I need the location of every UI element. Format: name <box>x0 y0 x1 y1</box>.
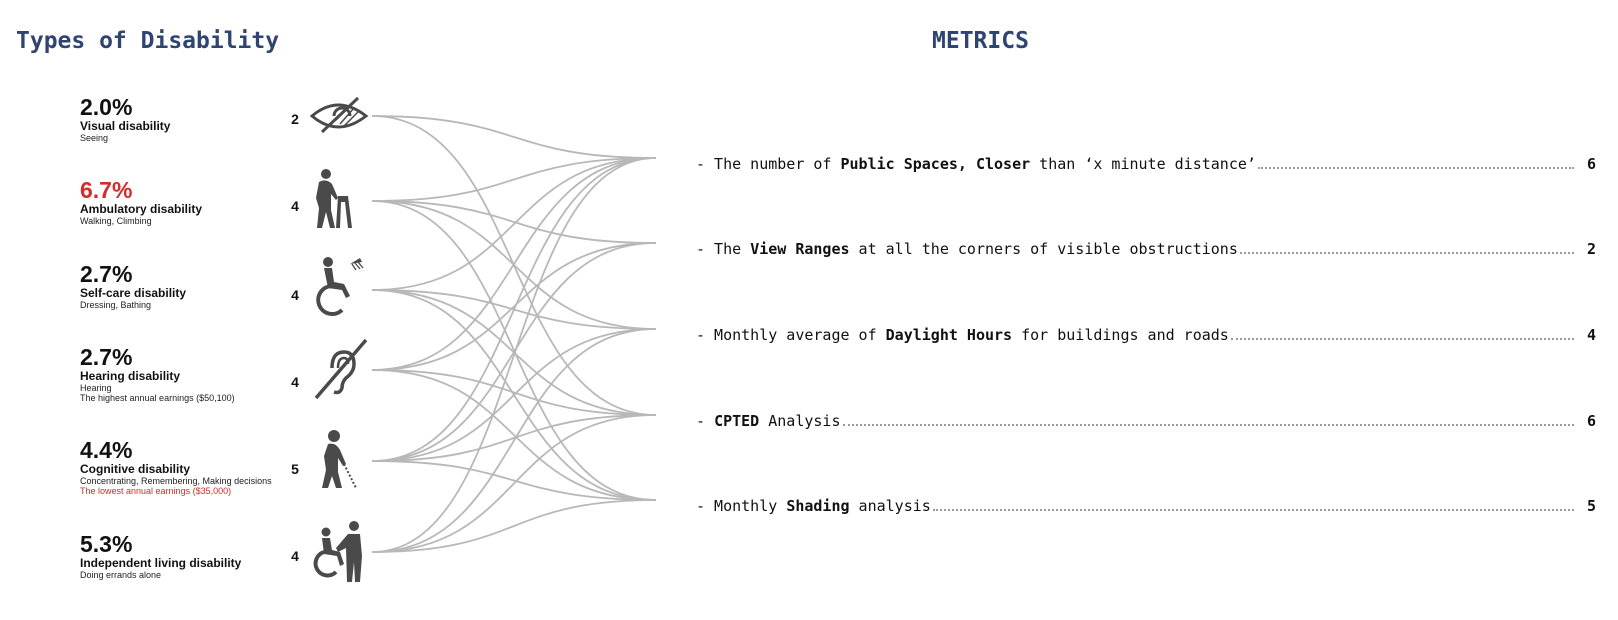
type-count: 4 <box>291 287 299 303</box>
type-percent: 2.7% <box>80 261 133 287</box>
metric-row: - Monthly Shading analysis 5 <box>696 497 1596 517</box>
metric-prefix: - Monthly average of <box>696 326 886 344</box>
type-independent-living: 5.3% Independent living disability Doing… <box>80 532 241 580</box>
type-subtext-earnings: The lowest annual earnings ($35,000) <box>80 486 232 496</box>
type-percent: 2.7% <box>80 344 133 370</box>
assisted-person-icon <box>313 521 362 582</box>
connection-line <box>371 369 657 416</box>
type-self-care: 2.7% Self-care disability Dressing, Bath… <box>80 262 186 310</box>
type-subtext: Seeing <box>80 133 109 143</box>
type-name: Cognitive disability <box>80 462 191 476</box>
type-percent: 2.0% <box>80 94 133 120</box>
connection-line <box>371 157 657 553</box>
type-percent: 4.4% <box>80 437 133 463</box>
type-name: Ambulatory disability <box>80 202 203 216</box>
type-name: Hearing disability <box>80 369 181 383</box>
connection-line <box>371 157 657 291</box>
metric-keyword: CPTED <box>714 412 760 430</box>
metric-count: 5 <box>1586 497 1596 515</box>
type-count: 4 <box>291 548 299 564</box>
metric-count: 2 <box>1586 240 1596 258</box>
connection-line <box>371 414 657 553</box>
type-count: 2 <box>291 111 299 127</box>
connection-line <box>371 115 657 159</box>
connection-line <box>371 328 657 462</box>
walker-person-icon <box>316 169 352 228</box>
type-hearing: 2.7% Hearing disability Hearing The high… <box>80 345 235 403</box>
metric-count: 6 <box>1586 412 1596 430</box>
connection-line <box>371 242 657 371</box>
connection-line <box>371 369 657 501</box>
type-percent: 6.7% <box>80 177 133 203</box>
type-visual: 2.0% Visual disability Seeing <box>80 95 170 143</box>
connection-line <box>371 242 657 462</box>
connection-line <box>371 157 657 462</box>
metric-count: 6 <box>1586 155 1596 173</box>
type-subtext: The highest annual earnings ($50,100) <box>80 393 235 403</box>
type-subtext: Walking, Climbing <box>80 216 152 226</box>
dotted-leader <box>1257 155 1574 169</box>
type-count: 4 <box>291 374 299 390</box>
metric-keyword: Shading <box>786 497 850 515</box>
type-subtext: Concentrating, Remembering, Making decis… <box>80 476 272 486</box>
dotted-leader <box>932 497 1574 511</box>
dotted-leader <box>1239 240 1574 254</box>
type-percent: 5.3% <box>80 531 133 557</box>
metric-prefix: - The number of <box>696 155 841 173</box>
metric-row: - Monthly average of Daylight Hours for … <box>696 326 1596 346</box>
connection-line <box>371 200 657 244</box>
type-name: Visual disability <box>80 119 171 133</box>
cane-person-icon <box>322 430 357 488</box>
metric-keyword: Daylight Hours <box>885 326 1013 344</box>
metric-row: - CPTED Analysis 6 <box>696 412 1596 432</box>
metric-suffix: Analysis <box>759 412 841 430</box>
type-count: 4 <box>291 198 299 214</box>
type-subtext: Dressing, Bathing <box>80 300 152 310</box>
eye-slash-icon <box>310 96 369 134</box>
type-ambulatory: 6.7% Ambulatory disability Walking, Clim… <box>80 178 202 226</box>
metric-suffix: than ‘x minute distance’ <box>1030 155 1256 173</box>
connection-line <box>371 328 657 553</box>
type-subtext: Hearing <box>80 383 112 393</box>
type-cognitive: 4.4% Cognitive disability Concentrating,… <box>80 438 272 496</box>
metric-keyword: View Ranges <box>750 240 850 258</box>
metric-suffix: analysis <box>849 497 931 515</box>
metric-row: - The View Ranges at all the corners of … <box>696 240 1596 260</box>
metric-suffix: at all the corners of visible obstructio… <box>849 240 1238 258</box>
metric-row: - The number of Public Spaces, Closer th… <box>696 155 1596 175</box>
connection-line <box>371 460 657 501</box>
type-name: Independent living disability <box>80 556 242 570</box>
connection-line <box>371 414 657 462</box>
connection-line <box>371 157 657 202</box>
dotted-leader <box>1230 326 1574 340</box>
metric-prefix: - The <box>696 240 751 258</box>
metric-suffix: for buildings and roads <box>1012 326 1229 344</box>
type-count: 5 <box>291 461 299 477</box>
metric-prefix: - <box>696 412 715 430</box>
types-heading: Types of Disability <box>16 28 280 54</box>
type-subtext: Doing errands alone <box>80 570 162 580</box>
dotted-leader <box>842 412 1574 426</box>
wheelchair-shower-icon <box>316 257 364 316</box>
metric-count: 4 <box>1586 326 1596 344</box>
metric-keyword: Public Spaces, Closer <box>840 155 1031 173</box>
connection-line <box>371 157 657 371</box>
metrics-heading: METRICS <box>932 28 1029 54</box>
connection-line <box>371 499 657 553</box>
hearing-impaired-icon <box>314 338 368 400</box>
metric-prefix: - Monthly <box>696 497 787 515</box>
type-name: Self-care disability <box>80 286 187 300</box>
